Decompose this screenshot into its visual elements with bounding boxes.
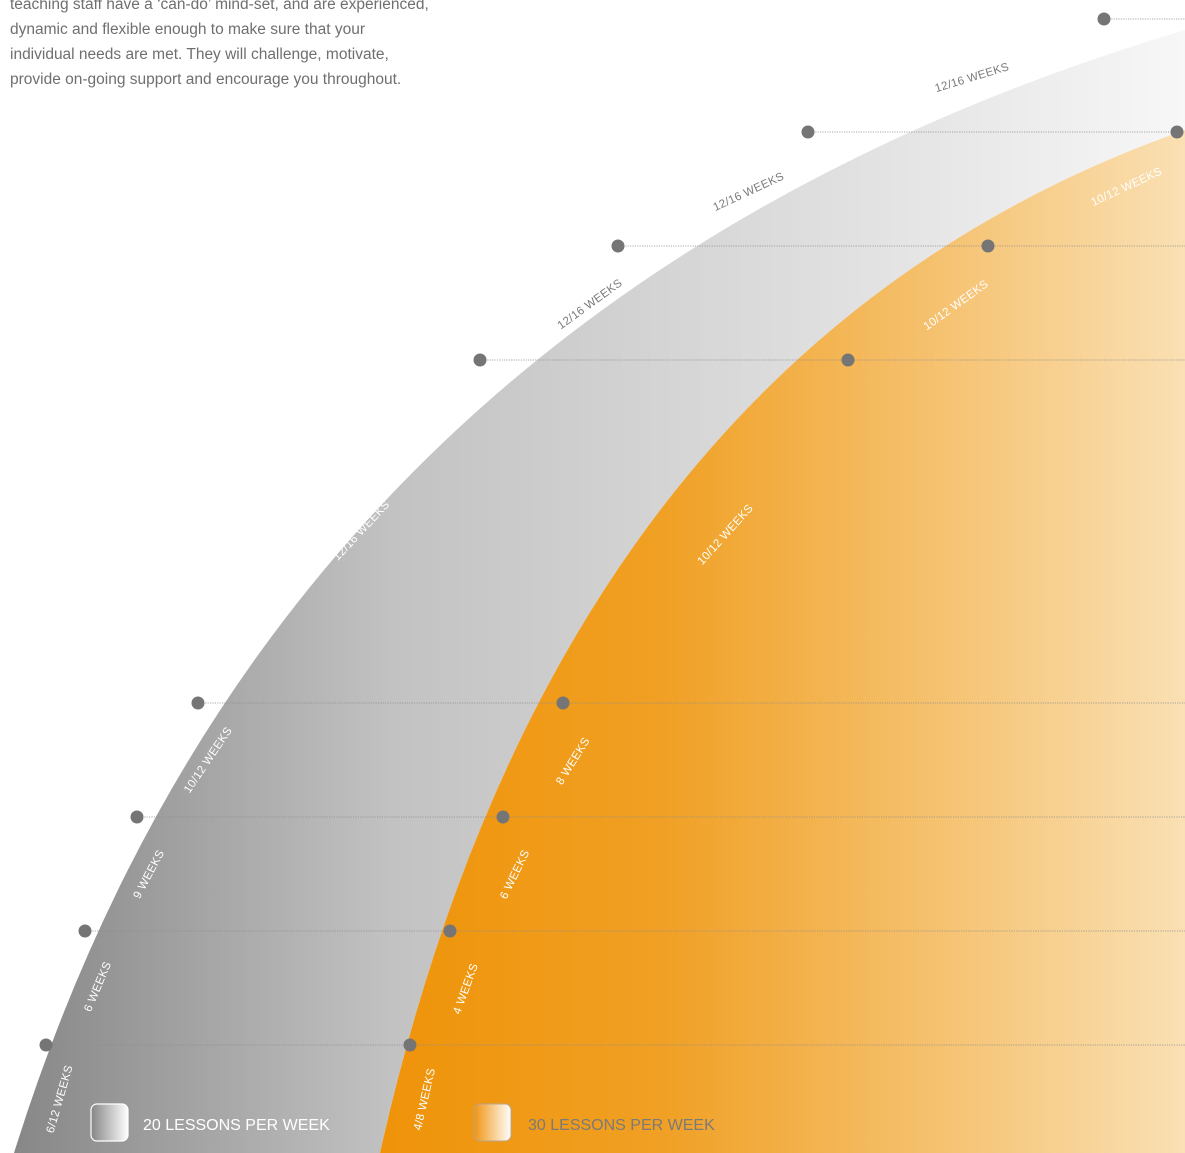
- orange-band: [380, 130, 1185, 1153]
- intro-line: provide on-going support and encourage y…: [10, 71, 402, 88]
- intro-line: teaching staff have a ‘can-do’ mind-set,…: [10, 0, 429, 13]
- stage-marker: [443, 924, 457, 938]
- stage-marker: [981, 239, 995, 253]
- stage-marker: [611, 239, 625, 253]
- legend-20-lessons: 20 LESSONS PER WEEK: [90, 1103, 330, 1142]
- stage-marker: [1097, 12, 1111, 26]
- stage-marker: [801, 125, 815, 139]
- legend-swatch-gray: [90, 1103, 129, 1142]
- stage-marker: [841, 353, 855, 367]
- stage-marker: [473, 353, 487, 367]
- stage-marker: [130, 810, 144, 824]
- gray-band: [14, 30, 1185, 1153]
- stage-marker: [556, 696, 570, 710]
- intro-line: dynamic and flexible enough to make sure…: [10, 21, 365, 38]
- stage-marker: [191, 696, 205, 710]
- stage-marker: [496, 810, 510, 824]
- legend-30-lessons: 30 LESSONS PER WEEK: [473, 1103, 715, 1142]
- stage-marker: [1170, 125, 1184, 139]
- intro-paragraph: teaching staff have a ‘can-do’ mind-set,…: [10, 0, 530, 92]
- guide-lines: [46, 18, 1185, 1046]
- stage-marker: [78, 924, 92, 938]
- stage-marker: [39, 1038, 53, 1052]
- legend-label-30: 30 LESSONS PER WEEK: [528, 1117, 715, 1134]
- legend-swatch-orange: [473, 1103, 512, 1142]
- markers: [39, 12, 1184, 1052]
- stage-marker: [403, 1038, 417, 1052]
- stage-label-20-8: 12/16 WEEKS: [934, 61, 1011, 95]
- intro-line: individual needs are met. They will chal…: [10, 46, 389, 63]
- legend-label-20: 20 LESSONS PER WEEK: [143, 1117, 330, 1134]
